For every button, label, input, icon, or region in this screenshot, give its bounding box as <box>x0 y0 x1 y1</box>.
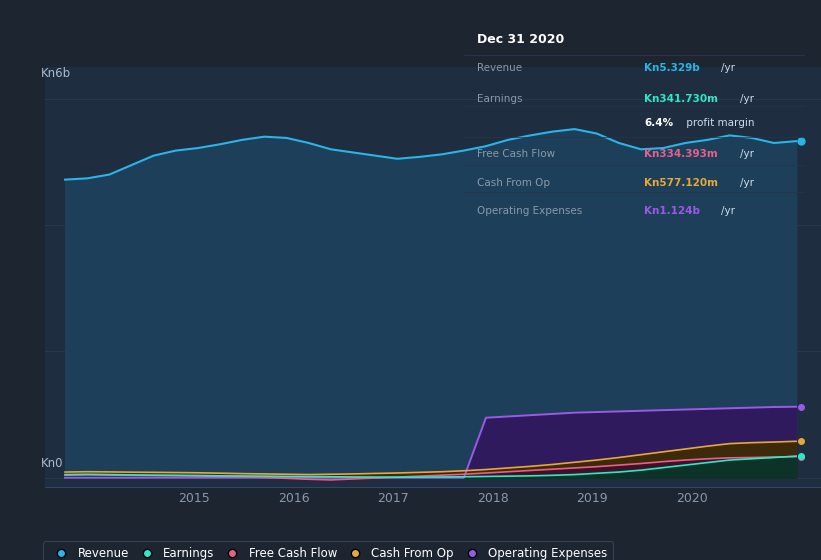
Text: Kn577.120m: Kn577.120m <box>644 178 718 188</box>
Text: /yr: /yr <box>740 149 754 159</box>
Text: Free Cash Flow: Free Cash Flow <box>478 149 556 159</box>
Legend: Revenue, Earnings, Free Cash Flow, Cash From Op, Operating Expenses: Revenue, Earnings, Free Cash Flow, Cash … <box>44 542 613 560</box>
Text: Dec 31 2020: Dec 31 2020 <box>478 32 565 45</box>
Text: Kn0: Kn0 <box>41 458 64 470</box>
Text: /yr: /yr <box>740 178 754 188</box>
Text: Kn1.124b: Kn1.124b <box>644 207 700 216</box>
Text: profit margin: profit margin <box>682 119 754 128</box>
Text: /yr: /yr <box>721 63 735 73</box>
Text: Earnings: Earnings <box>478 94 523 104</box>
Text: /yr: /yr <box>721 207 735 216</box>
Text: Operating Expenses: Operating Expenses <box>478 207 583 216</box>
Text: 6.4%: 6.4% <box>644 119 673 128</box>
Text: /yr: /yr <box>740 94 754 104</box>
Text: Kn334.393m: Kn334.393m <box>644 149 718 159</box>
Text: Cash From Op: Cash From Op <box>478 178 551 188</box>
Text: Kn5.329b: Kn5.329b <box>644 63 700 73</box>
Text: Kn341.730m: Kn341.730m <box>644 94 718 104</box>
Text: Revenue: Revenue <box>478 63 523 73</box>
Text: Kn6b: Kn6b <box>41 67 71 80</box>
